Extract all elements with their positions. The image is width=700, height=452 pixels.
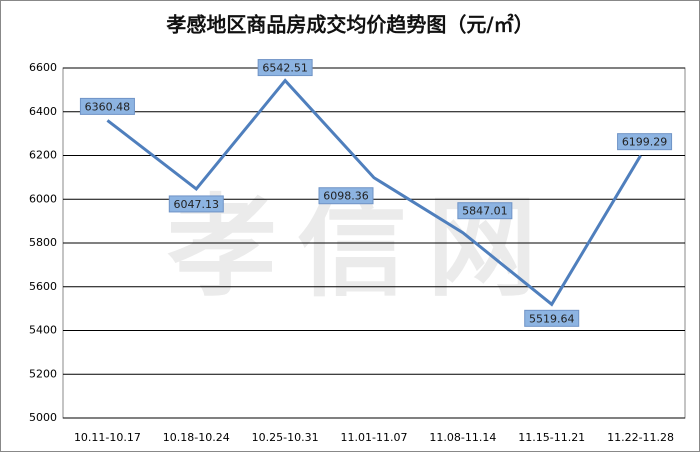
y-tick-label: 5800: [29, 236, 57, 249]
data-label-box: [617, 133, 673, 151]
x-tick-label: 11.22-11.28: [607, 431, 674, 444]
data-label-box: [168, 195, 224, 213]
data-label: 6098.36: [323, 190, 369, 203]
data-label-box: [79, 97, 135, 115]
data-label: 5847.01: [462, 205, 508, 218]
x-tick-label: 11.08-11.14: [429, 431, 496, 444]
y-tick-label: 5000: [29, 411, 57, 424]
line: [106, 78, 642, 307]
x-tick-label: 10.11-10.17: [74, 431, 141, 444]
y-tick-label: 6200: [29, 149, 57, 162]
y-tick-label: 5400: [29, 324, 57, 337]
data-label: 5519.64: [529, 312, 575, 325]
data-label-box: [457, 202, 513, 220]
data-label: 6199.29: [622, 136, 668, 149]
chart-title: 孝感地区商品房成交均价趋势图（元/㎡）: [165, 13, 533, 37]
data-label: 6360.48: [85, 100, 131, 113]
y-tick-label: 6400: [29, 105, 57, 118]
y-tick-label: 5600: [29, 280, 57, 293]
data-label-box: [257, 59, 313, 77]
x-tick-label: 10.18-10.24: [163, 431, 230, 444]
x-tick-label: 11.15-11.21: [518, 431, 585, 444]
data-label: 6047.13: [174, 198, 220, 211]
y-tick-label: 5200: [29, 367, 57, 380]
data-label: 6542.51: [262, 62, 308, 75]
x-tick-label: 10.25-10.31: [252, 431, 319, 444]
data-label-box: [524, 309, 580, 327]
y-tick-label: 6000: [29, 192, 57, 205]
y-tick-label: 6600: [29, 61, 57, 74]
data-label-box: [318, 187, 374, 205]
x-tick-label: 11.01-11.07: [341, 431, 408, 444]
